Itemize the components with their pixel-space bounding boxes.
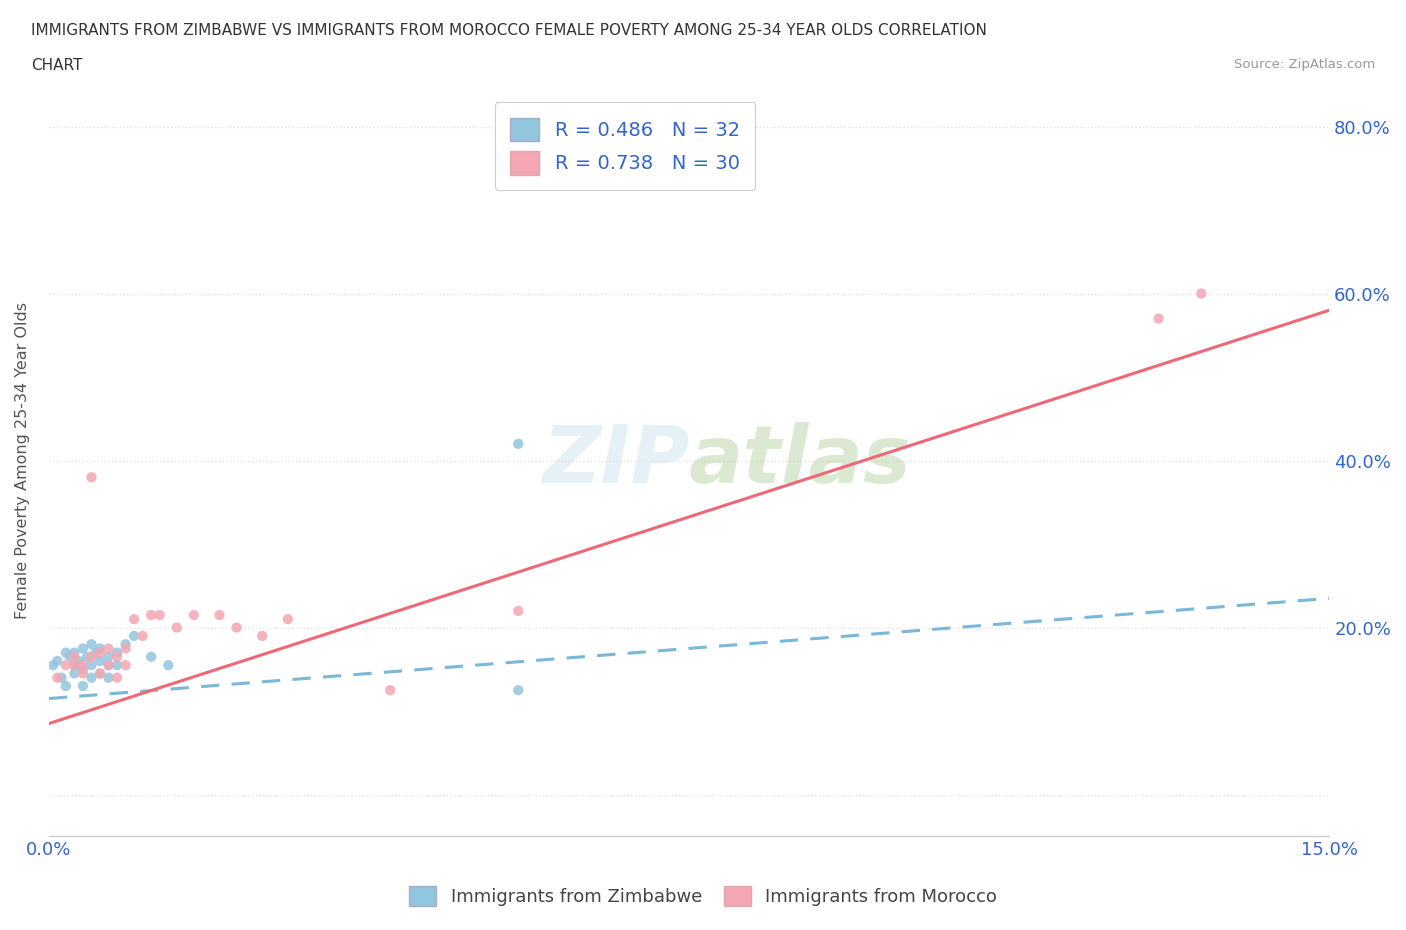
Point	[55, 679, 77, 694]
Point	[63, 658, 86, 672]
Point	[80, 671, 103, 685]
Point	[67, 654, 90, 669]
Point	[80, 658, 103, 672]
Point	[183, 607, 205, 622]
Point	[105, 658, 128, 672]
Point	[80, 470, 103, 485]
Point	[89, 666, 111, 681]
Point	[122, 612, 145, 627]
Point	[51, 671, 73, 685]
Point	[80, 637, 103, 652]
Point	[89, 645, 111, 660]
Point	[114, 637, 136, 652]
Point	[1189, 286, 1212, 301]
Point	[89, 641, 111, 656]
Point	[80, 649, 103, 664]
Point	[63, 649, 86, 664]
Point	[42, 658, 65, 672]
Point	[114, 641, 136, 656]
Point	[46, 671, 69, 685]
Point	[508, 683, 530, 698]
Point	[1147, 312, 1170, 326]
Point	[166, 620, 188, 635]
Point	[131, 629, 153, 644]
Point	[149, 607, 172, 622]
Point	[89, 666, 111, 681]
Point	[277, 612, 299, 627]
Point	[72, 662, 94, 677]
Text: IMMIGRANTS FROM ZIMBABWE VS IMMIGRANTS FROM MOROCCO FEMALE POVERTY AMONG 25-34 Y: IMMIGRANTS FROM ZIMBABWE VS IMMIGRANTS F…	[31, 23, 987, 38]
Point	[63, 658, 86, 672]
Point	[72, 666, 94, 681]
Point	[55, 645, 77, 660]
Point	[105, 645, 128, 660]
Point	[105, 671, 128, 685]
Point	[141, 649, 163, 664]
Point	[97, 671, 120, 685]
Point	[114, 658, 136, 672]
Point	[84, 645, 107, 660]
Point	[97, 658, 120, 672]
Text: ZIP: ZIP	[541, 421, 689, 499]
Text: CHART: CHART	[31, 58, 83, 73]
Point	[89, 654, 111, 669]
Point	[76, 649, 98, 664]
Point	[63, 666, 86, 681]
Text: atlas: atlas	[689, 421, 911, 499]
Point	[97, 649, 120, 664]
Point	[72, 679, 94, 694]
Y-axis label: Female Poverty Among 25-34 Year Olds: Female Poverty Among 25-34 Year Olds	[15, 302, 30, 619]
Point	[46, 654, 69, 669]
Point	[380, 683, 402, 698]
Point	[72, 641, 94, 656]
Point	[122, 629, 145, 644]
Legend: R = 0.486   N = 32, R = 0.738   N = 30: R = 0.486 N = 32, R = 0.738 N = 30	[495, 102, 755, 191]
Point	[97, 658, 120, 672]
Point	[55, 658, 77, 672]
Point	[157, 658, 180, 672]
Point	[97, 641, 120, 656]
Point	[72, 658, 94, 672]
Point	[59, 649, 82, 664]
Point	[141, 607, 163, 622]
Point	[508, 436, 530, 451]
Legend: Immigrants from Zimbabwe, Immigrants from Morocco: Immigrants from Zimbabwe, Immigrants fro…	[402, 879, 1004, 913]
Point	[208, 607, 231, 622]
Text: Source: ZipAtlas.com: Source: ZipAtlas.com	[1234, 58, 1375, 71]
Point	[250, 629, 273, 644]
Point	[508, 604, 530, 618]
Point	[225, 620, 247, 635]
Point	[105, 649, 128, 664]
Point	[63, 645, 86, 660]
